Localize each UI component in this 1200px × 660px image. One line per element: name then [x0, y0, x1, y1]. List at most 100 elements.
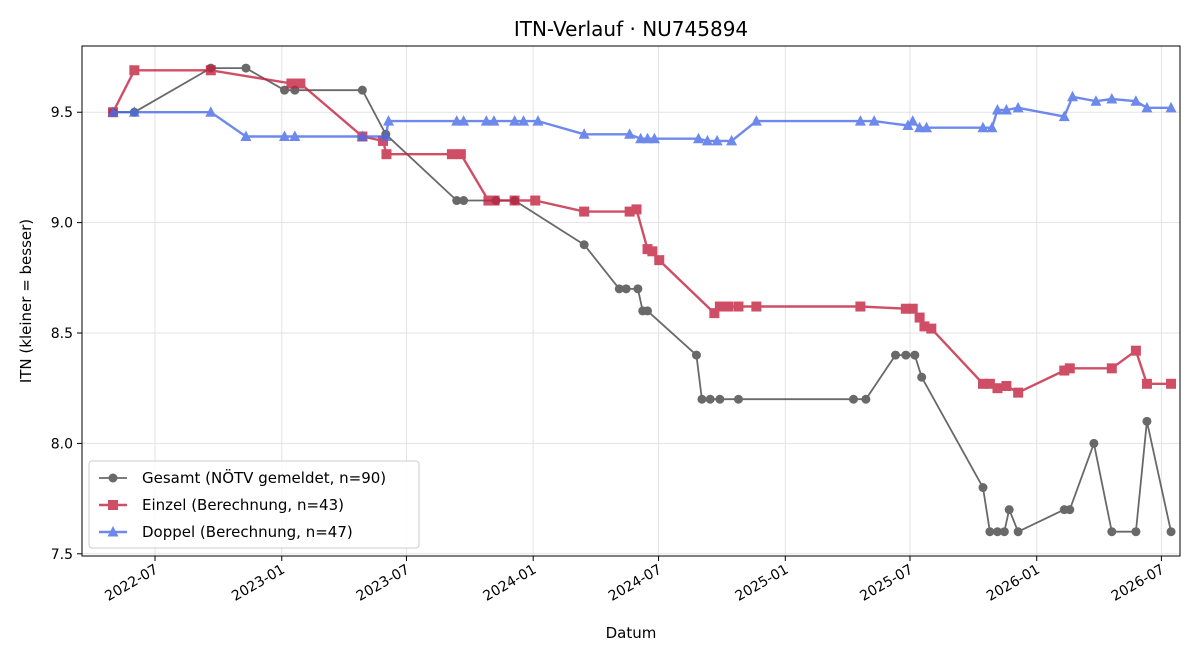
data-point-doppel	[907, 115, 919, 126]
data-point-einzel	[446, 149, 457, 160]
chart-title: ITN-Verlauf · NU745894	[514, 17, 748, 41]
x-axis-label: Datum	[606, 624, 657, 642]
data-point-gesamt	[999, 527, 1009, 537]
data-point-einzel	[381, 149, 392, 160]
data-point-doppel	[205, 106, 217, 117]
y-tick-label: 7.5	[51, 547, 73, 563]
data-point-gesamt	[733, 394, 743, 404]
data-point-einzel	[631, 204, 642, 215]
data-point-einzel	[1141, 378, 1152, 389]
data-point-gesamt	[1089, 438, 1099, 448]
data-point-doppel	[868, 115, 880, 126]
data-point-doppel	[289, 130, 301, 142]
data-point-doppel	[635, 132, 647, 144]
legend-marker-doppel	[107, 526, 119, 537]
legend-label-einzel: Einzel (Berechnung, n=43)	[142, 496, 344, 514]
data-point-einzel	[733, 301, 744, 312]
data-point-einzel	[751, 301, 762, 312]
data-point-gesamt	[459, 196, 469, 206]
data-point-gesamt	[691, 350, 701, 360]
legend-label-doppel: Doppel (Berechnung, n=47)	[142, 523, 353, 541]
data-point-einzel	[992, 383, 1003, 394]
data-point-einzel	[286, 78, 297, 89]
data-point-einzel	[714, 301, 725, 312]
data-point-einzel	[624, 206, 635, 217]
data-point-gesamt	[1004, 505, 1014, 515]
data-point-einzel	[483, 195, 494, 206]
data-point-einzel	[984, 378, 995, 389]
data-point-doppel	[711, 134, 723, 146]
data-point-doppel	[107, 106, 119, 117]
series-layer	[107, 63, 1177, 537]
data-point-doppel	[240, 130, 252, 142]
legend-box	[88, 460, 420, 549]
data-point-doppel	[1058, 110, 1070, 122]
data-point-gesamt	[1107, 527, 1117, 537]
data-point-gesamt	[992, 527, 1002, 537]
data-point-gesamt	[1131, 527, 1141, 537]
data-point-einzel	[914, 312, 925, 323]
legend-swatch-gesamt	[99, 473, 127, 483]
data-point-einzel	[1064, 363, 1075, 374]
data-point-doppel	[578, 128, 590, 139]
data-point-einzel	[455, 149, 466, 160]
data-point-einzel	[723, 301, 734, 312]
data-point-gesamt	[901, 350, 911, 360]
y-tick-label: 9.5	[51, 105, 73, 121]
data-point-doppel	[532, 115, 544, 126]
data-point-doppel	[624, 128, 636, 139]
plot-frame	[81, 45, 1181, 557]
data-point-doppel	[380, 130, 392, 142]
data-point-gesamt	[1166, 527, 1176, 537]
data-point-einzel	[1013, 387, 1024, 398]
series-einzel	[107, 65, 1177, 398]
data-point-gesamt	[241, 63, 251, 73]
data-point-doppel	[701, 134, 713, 146]
data-point-einzel	[489, 195, 500, 206]
data-point-gesamt	[891, 350, 901, 360]
data-point-doppel	[1165, 101, 1177, 113]
data-point-doppel	[1106, 92, 1118, 104]
data-point-doppel	[509, 115, 521, 126]
y-axis-label: ITN (kleiner = besser)	[17, 219, 35, 383]
data-point-gesamt	[1142, 416, 1152, 426]
data-point-einzel	[579, 206, 590, 217]
data-point-einzel	[1166, 378, 1177, 389]
data-point-doppel	[921, 121, 933, 133]
y-tick-label: 9.0	[51, 216, 73, 232]
data-point-einzel	[709, 308, 720, 319]
data-point-doppel	[451, 115, 463, 126]
data-point-gesamt	[861, 394, 871, 404]
data-point-gesamt	[715, 394, 725, 404]
data-point-einzel	[855, 301, 866, 312]
data-point-doppel	[991, 104, 1003, 115]
y-tick-label: 8.5	[51, 326, 73, 342]
data-point-gesamt	[614, 284, 624, 294]
data-point-einzel	[1001, 381, 1012, 391]
data-point-doppel	[356, 130, 368, 142]
data-point-doppel	[648, 132, 660, 144]
data-point-einzel	[530, 195, 541, 206]
data-point-doppel	[383, 115, 395, 126]
data-point-einzel	[295, 78, 306, 89]
data-point-einzel	[919, 321, 930, 332]
data-point-doppel	[1012, 101, 1024, 113]
data-point-doppel	[693, 132, 705, 144]
legend-swatch-doppel	[99, 526, 127, 537]
data-point-gesamt	[1065, 505, 1075, 515]
data-point-einzel	[907, 303, 918, 314]
data-point-doppel	[914, 121, 926, 133]
data-point-gesamt	[643, 306, 653, 316]
series-gesamt	[108, 63, 1176, 537]
data-point-gesamt	[579, 240, 589, 250]
data-point-doppel	[1000, 104, 1012, 115]
data-point-einzel	[647, 246, 658, 257]
data-point-doppel	[1130, 95, 1142, 106]
data-point-einzel	[1106, 363, 1117, 374]
data-point-einzel	[654, 255, 665, 266]
data-point-gesamt	[848, 394, 858, 404]
data-point-doppel	[986, 121, 998, 133]
data-point-gesamt	[697, 394, 707, 404]
